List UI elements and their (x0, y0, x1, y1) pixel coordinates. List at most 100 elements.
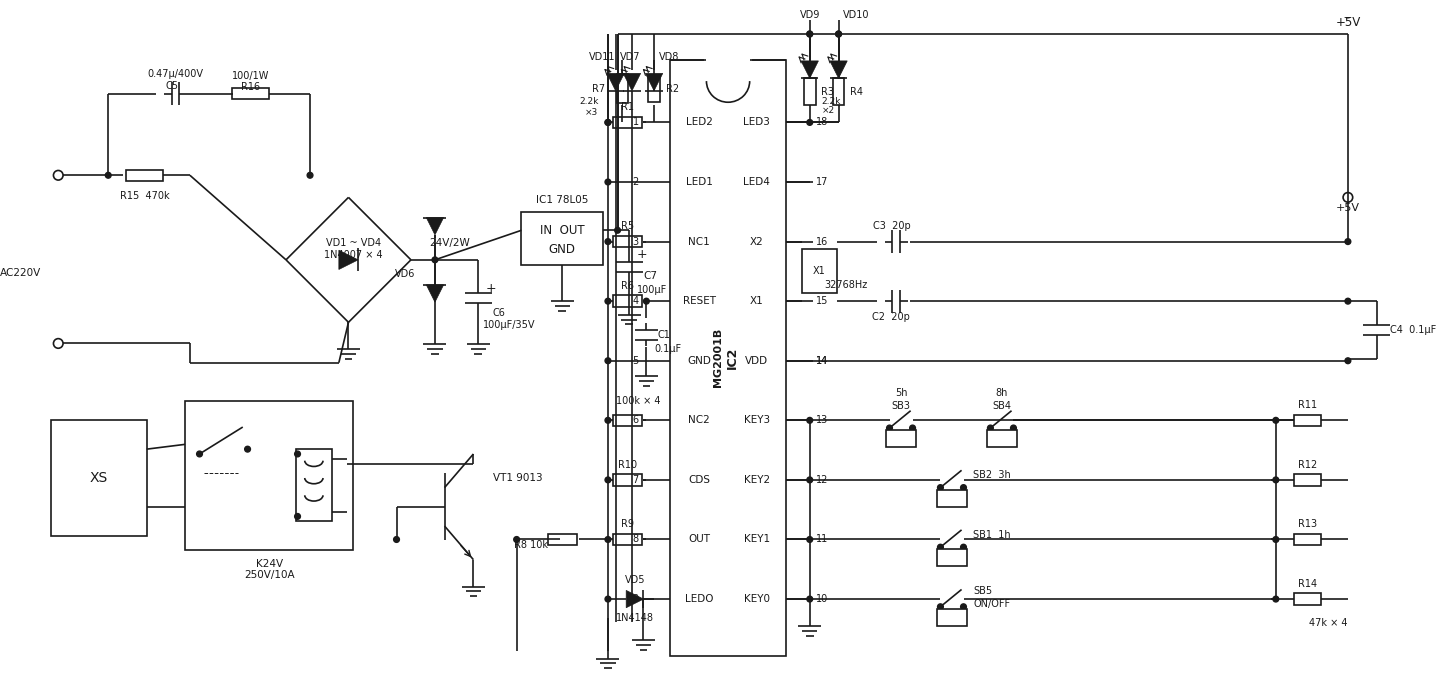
Text: 12: 12 (816, 475, 829, 485)
Text: CDS: CDS (688, 475, 711, 485)
Circle shape (604, 537, 610, 542)
Text: LED1: LED1 (686, 177, 712, 187)
Text: R14: R14 (1298, 579, 1317, 588)
Text: C5: C5 (165, 81, 178, 91)
Bar (804, 79, 816, 105)
Text: 2.2k: 2.2k (578, 96, 599, 106)
Text: 100μF: 100μF (637, 285, 668, 295)
Polygon shape (646, 74, 663, 91)
Text: C3  20p: C3 20p (872, 221, 911, 232)
Text: SB3: SB3 (892, 401, 911, 411)
Text: GND: GND (548, 243, 576, 256)
Text: VD11: VD11 (589, 52, 616, 62)
Circle shape (961, 604, 967, 610)
Bar (885, 430, 917, 447)
Text: ×2: ×2 (822, 106, 835, 115)
Text: NC2: NC2 (688, 415, 709, 425)
Text: R1: R1 (620, 102, 633, 112)
Polygon shape (623, 74, 640, 91)
Text: 5: 5 (633, 356, 639, 366)
Text: R15  470k: R15 470k (119, 192, 170, 201)
Polygon shape (426, 285, 443, 302)
Text: VD9: VD9 (800, 10, 820, 20)
Text: R2: R2 (666, 84, 679, 94)
Text: 7: 7 (633, 475, 639, 485)
Text: IC2: IC2 (727, 347, 740, 369)
Text: NC1: NC1 (688, 236, 709, 247)
Circle shape (807, 596, 813, 602)
Circle shape (604, 358, 610, 364)
Text: 0.47μ/400V: 0.47μ/400V (147, 70, 203, 79)
Circle shape (604, 119, 610, 125)
Text: R11: R11 (1298, 400, 1317, 410)
Bar (937, 549, 967, 566)
Text: K24V: K24V (256, 559, 282, 568)
Bar (1294, 415, 1321, 426)
Text: ×3: ×3 (586, 108, 599, 117)
Text: 18: 18 (816, 117, 829, 127)
Text: 100μF/35V: 100μF/35V (484, 320, 535, 330)
Bar (613, 116, 642, 128)
Circle shape (604, 119, 610, 125)
Bar (613, 415, 642, 426)
Text: R4: R4 (850, 87, 863, 96)
Text: SB2  3h: SB2 3h (973, 470, 1010, 480)
Circle shape (643, 298, 649, 304)
Polygon shape (830, 61, 848, 79)
Text: 47k × 4: 47k × 4 (1309, 618, 1348, 628)
Circle shape (807, 31, 813, 37)
Bar (232, 88, 269, 99)
Text: VD8: VD8 (659, 52, 679, 62)
Text: X1: X1 (750, 296, 764, 306)
Bar (1294, 534, 1321, 545)
Circle shape (604, 596, 610, 602)
Bar (50, 420, 147, 535)
Text: R7: R7 (591, 84, 604, 94)
Text: 100/1W: 100/1W (232, 71, 269, 81)
Circle shape (614, 227, 620, 233)
Polygon shape (802, 61, 819, 79)
Circle shape (514, 537, 519, 542)
Bar (548, 534, 577, 545)
Bar (616, 74, 627, 103)
Bar (937, 608, 967, 626)
Text: R9: R9 (620, 519, 633, 529)
Circle shape (909, 425, 915, 431)
Text: VD10: VD10 (843, 10, 871, 20)
Text: 1: 1 (633, 117, 639, 127)
Text: R6: R6 (620, 281, 633, 291)
Text: AC220V: AC220V (0, 268, 40, 278)
Text: 10: 10 (816, 594, 829, 604)
Text: LED4: LED4 (744, 177, 770, 187)
Circle shape (604, 418, 610, 423)
Text: RESET: RESET (682, 296, 715, 306)
Text: C1: C1 (658, 330, 671, 340)
Text: VDD: VDD (745, 356, 768, 366)
Circle shape (836, 31, 842, 37)
Text: VT1 9013: VT1 9013 (492, 473, 543, 483)
Circle shape (1274, 477, 1279, 483)
Text: 1N4007 × 4: 1N4007 × 4 (324, 250, 383, 260)
Circle shape (807, 537, 813, 542)
Text: R13: R13 (1298, 519, 1317, 529)
Text: SB1  1h: SB1 1h (973, 530, 1010, 539)
Bar (613, 296, 642, 307)
Polygon shape (426, 285, 443, 302)
Circle shape (1274, 537, 1279, 542)
Text: 2: 2 (633, 177, 639, 187)
Bar (127, 169, 163, 181)
Text: R8 10k: R8 10k (514, 540, 548, 551)
Circle shape (807, 477, 813, 483)
Text: 250V/10A: 250V/10A (243, 570, 295, 580)
Text: C6: C6 (492, 308, 505, 318)
Text: +5V: +5V (1335, 203, 1360, 213)
Text: X2: X2 (750, 236, 764, 247)
Text: 32768Hz: 32768Hz (825, 280, 868, 290)
Circle shape (807, 119, 813, 125)
Text: KEY2: KEY2 (744, 475, 770, 485)
Bar (613, 474, 642, 486)
Circle shape (105, 172, 111, 178)
Circle shape (604, 298, 610, 304)
Text: 14: 14 (816, 356, 829, 366)
Circle shape (604, 179, 610, 185)
